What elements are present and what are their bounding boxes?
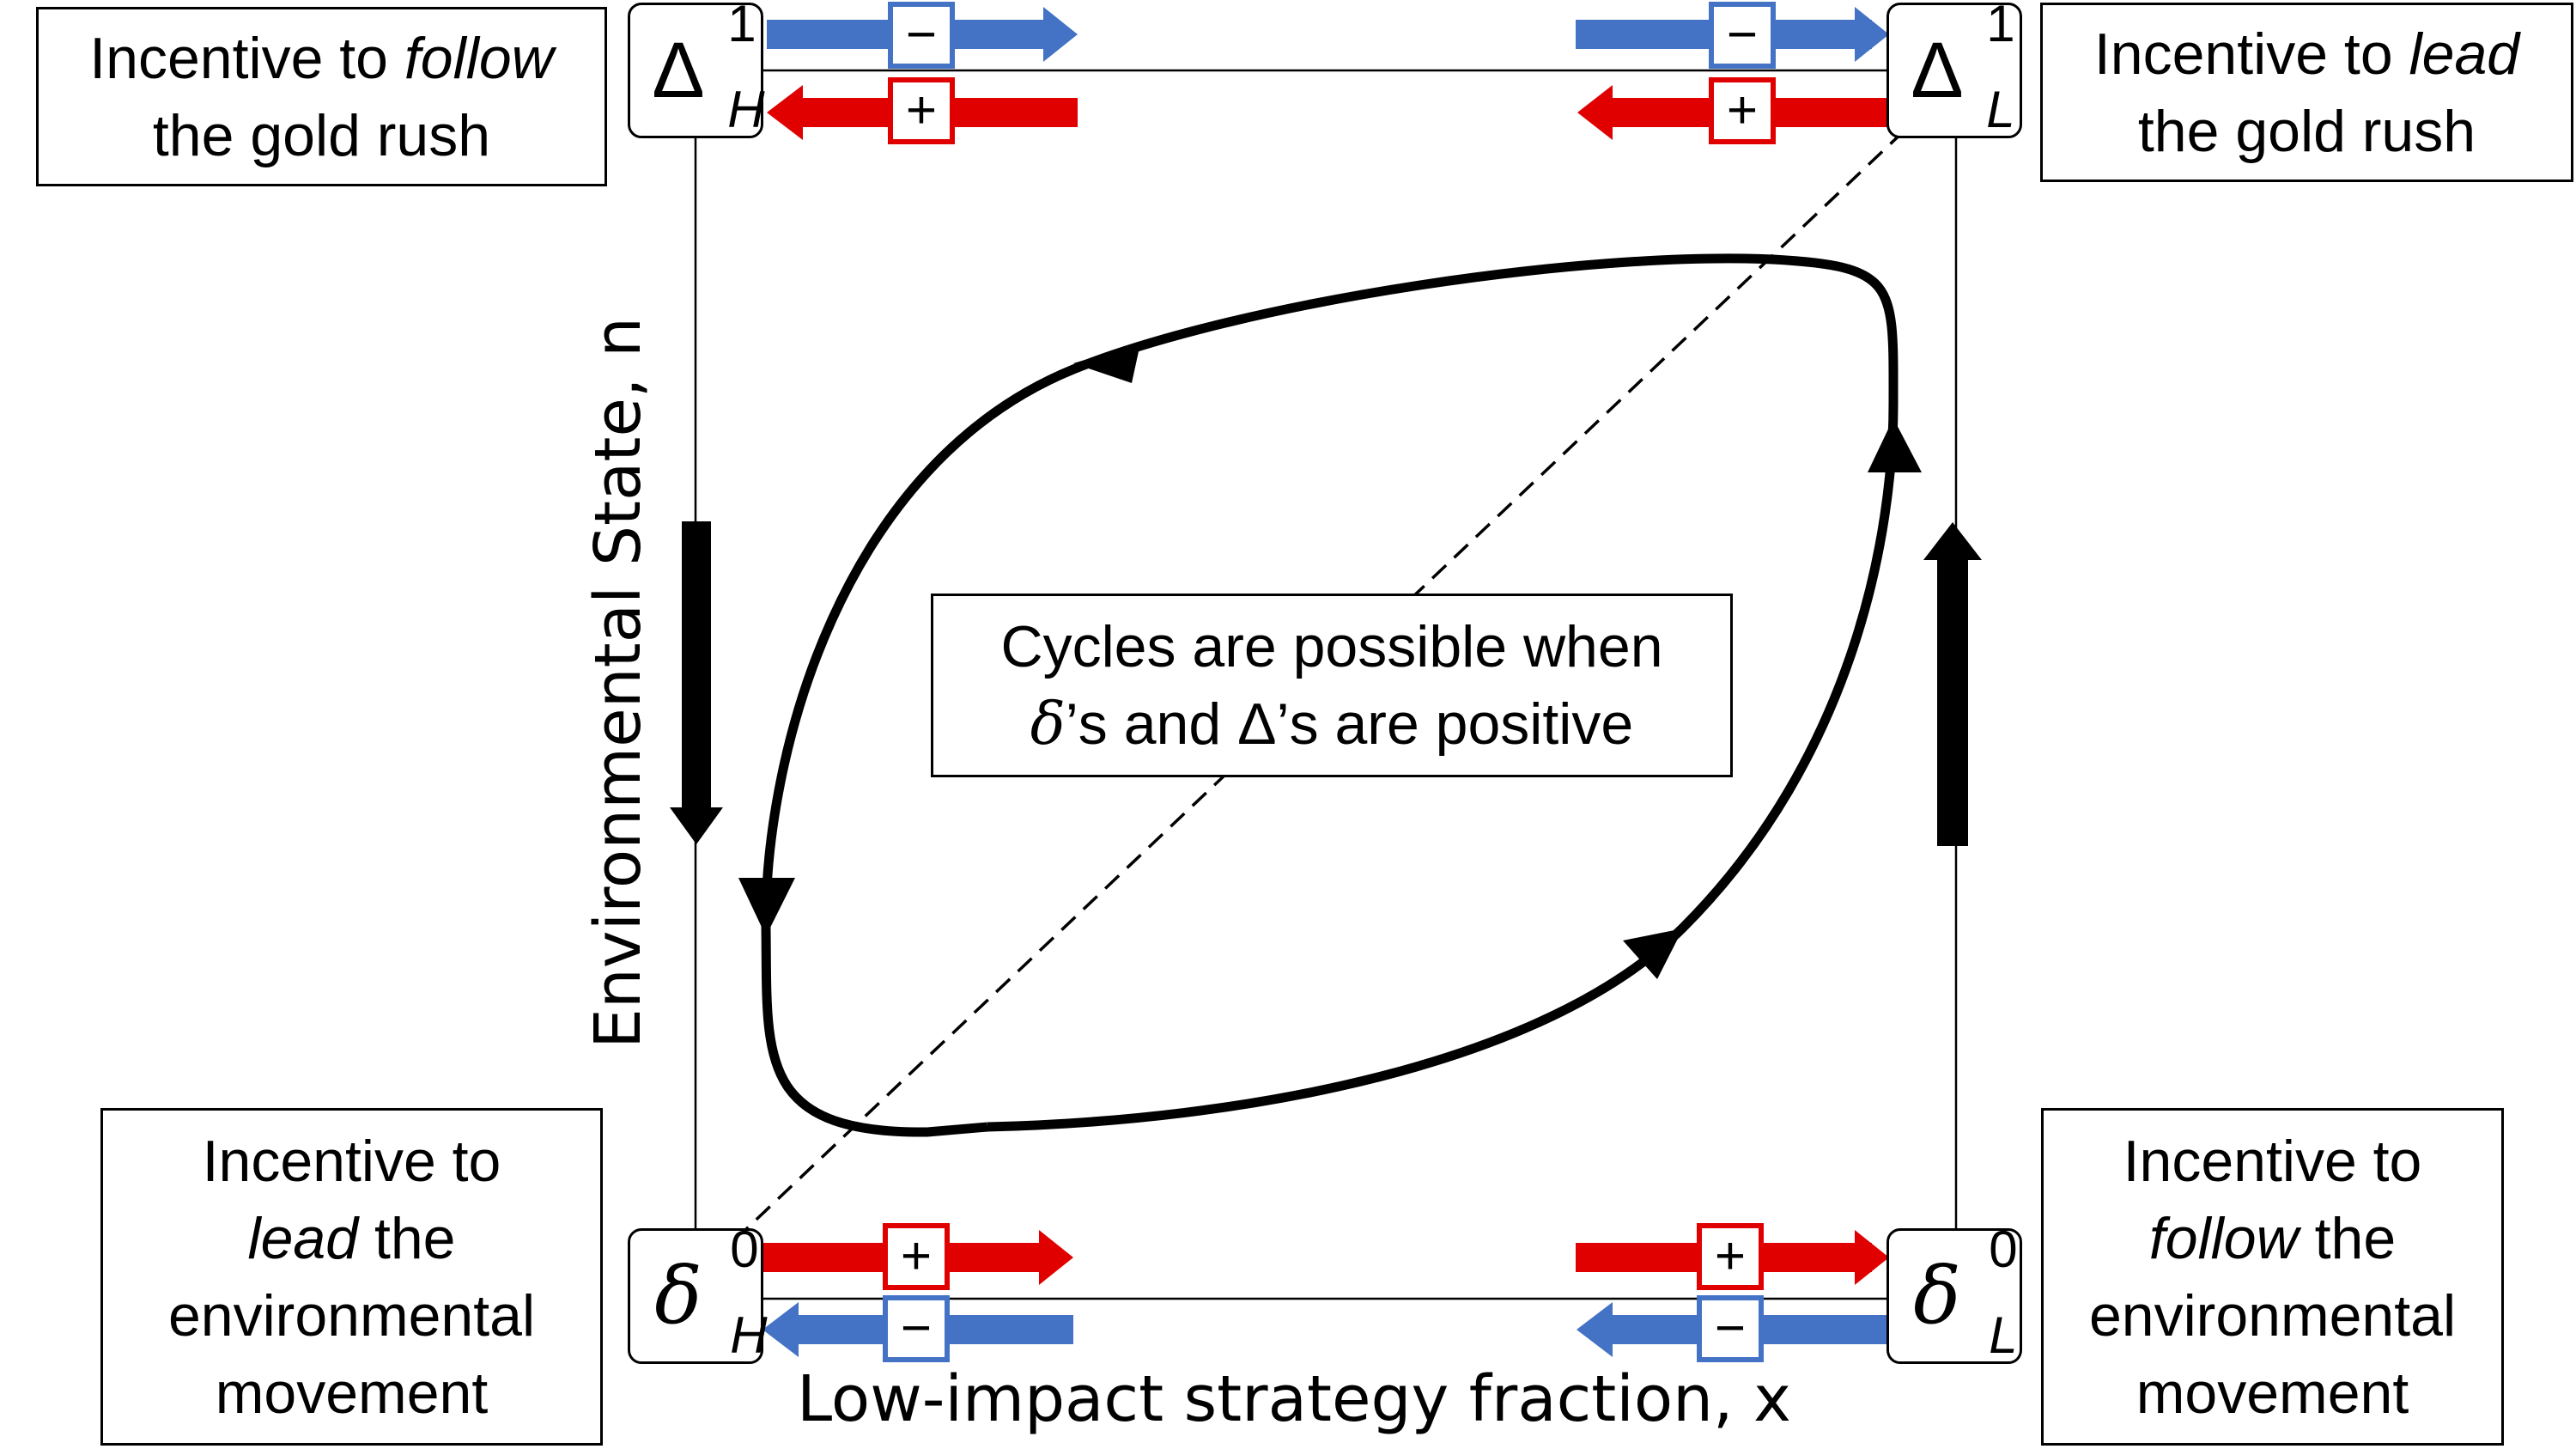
symbol: Δ: [1911, 27, 1964, 114]
y-axis-label: Environmental State, n: [581, 317, 655, 1049]
subscript: H: [730, 1306, 768, 1364]
box-bottom-right: Incentive to follow the environmental mo…: [2041, 1108, 2504, 1446]
delta-big: Δ: [1237, 691, 1277, 757]
right-thick-arrow-head: [1923, 522, 1982, 560]
emphasis: follow: [404, 25, 554, 91]
br-blue-arrow-head: [1577, 1302, 1613, 1357]
superscript: 0: [1989, 1221, 2018, 1278]
tr-minus-sign: −: [1709, 2, 1776, 69]
box-line: Incentive to: [2123, 1128, 2422, 1194]
text: ’s are positive: [1276, 691, 1634, 757]
corner-bottom-left: δ 0 H: [628, 1224, 768, 1364]
left-thick-arrow-shaft: [682, 521, 711, 813]
tr-plus-sign: +: [1709, 77, 1776, 144]
center-note: Cycles are possible when δ’s and Δ’s are…: [931, 594, 1733, 777]
x-axis-label: Low-impact strategy fraction, x: [797, 1362, 1791, 1436]
text: the: [358, 1205, 456, 1271]
subscript: L: [1989, 1306, 2018, 1364]
br-red-arrow-head: [1855, 1230, 1889, 1285]
delta-small: δ: [1030, 690, 1066, 758]
box-line: movement: [2136, 1360, 2409, 1426]
box-line: Incentive to lead: [2094, 15, 2519, 93]
corner-bottom-left-symbol: δ 0 H: [654, 1224, 767, 1361]
bl-minus-sign: −: [883, 1295, 950, 1362]
box-top-right: Incentive to lead the gold rush: [2040, 3, 2573, 182]
tr-blue-arrow-head: [1855, 7, 1889, 62]
br-plus-sign: +: [1697, 1223, 1764, 1290]
left-thick-arrow-head: [670, 807, 723, 844]
box-line: Incentive to: [202, 1128, 501, 1194]
box-bottom-left: Incentive to lead the environmental move…: [100, 1108, 603, 1446]
box-line: the gold rush: [152, 102, 491, 168]
loop-arrow-up: [1868, 418, 1922, 472]
corner-bottom-right: δ 0 L: [1886, 1224, 2022, 1364]
box-line: environmental: [167, 1282, 536, 1349]
superscript: 0: [730, 1221, 759, 1278]
box-line: follow the: [2149, 1200, 2396, 1277]
corner-top-left: Δ 1 H: [628, 0, 765, 138]
subscript: L: [1986, 81, 2015, 138]
text: Incentive to: [89, 25, 404, 91]
symbol: δ: [654, 1250, 702, 1342]
box-line: Incentive to follow: [89, 20, 554, 97]
subscript: H: [727, 81, 765, 138]
tr-red-arrow-head: [1577, 85, 1613, 140]
emphasis: lead: [247, 1205, 359, 1271]
tl-red-arrow-head: [767, 85, 803, 140]
superscript: 1: [1986, 0, 2015, 52]
text: Incentive to: [2093, 21, 2409, 87]
emphasis: follow: [2148, 1205, 2299, 1271]
symbol: δ: [1913, 1250, 1961, 1342]
corner-top-right: Δ 1 L: [1886, 0, 2022, 138]
bl-plus-sign: +: [883, 1223, 950, 1290]
bl-red-arrow-head: [1039, 1230, 1073, 1285]
box-line: lead the: [248, 1200, 456, 1277]
loop-arrow-upright: [1623, 928, 1683, 979]
corner-bottom-right-symbol: δ 0 L: [1913, 1224, 2017, 1361]
tl-minus-sign: −: [888, 2, 955, 69]
br-minus-sign: −: [1697, 1295, 1764, 1362]
text: ’s and: [1065, 691, 1238, 757]
center-note-line1: Cycles are possible when: [1000, 613, 1663, 679]
right-thick-arrow-shaft: [1937, 554, 1968, 846]
emphasis: lead: [2409, 21, 2520, 87]
superscript: 1: [727, 0, 756, 52]
tl-plus-sign: +: [888, 77, 955, 144]
loop-arrow-down: [738, 878, 795, 936]
box-line: environmental: [2088, 1282, 2457, 1349]
tl-blue-arrow-head: [1043, 7, 1078, 62]
bl-blue-arrow-head: [762, 1302, 799, 1357]
corner-top-right-symbol: Δ 1 L: [1911, 0, 2014, 136]
corner-top-left-symbol: Δ 1 H: [652, 0, 764, 136]
box-line: movement: [215, 1360, 489, 1426]
center-note-line2: δ’s and Δ’s are positive: [1030, 685, 1633, 764]
text: the: [2298, 1205, 2397, 1271]
box-line: the gold rush: [2137, 98, 2476, 164]
loop-arrow-left: [1073, 344, 1140, 383]
symbol: Δ: [652, 27, 705, 114]
box-top-left: Incentive to follow the gold rush: [36, 7, 607, 186]
